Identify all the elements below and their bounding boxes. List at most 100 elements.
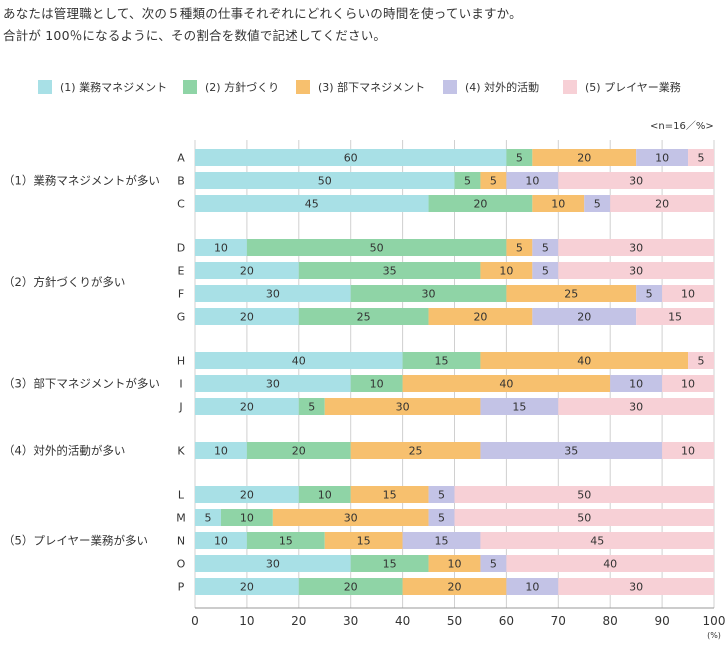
bar-value-label: 10	[655, 152, 669, 165]
bar-value-label: 20	[448, 581, 462, 594]
legend-swatch-3	[296, 80, 310, 94]
bar-value-label: 5	[204, 512, 211, 525]
bar-value-label: 35	[564, 445, 578, 458]
legend-label-5: (5) プレイヤー業務	[585, 81, 681, 94]
bar-value-label: 15	[435, 535, 449, 548]
bar-value-label: 5	[438, 489, 445, 502]
row-label-P: P	[178, 581, 185, 594]
bar-segment	[506, 555, 714, 572]
bar-value-label: 10	[681, 378, 695, 391]
row-label-L: L	[178, 489, 185, 502]
bar-value-label: 5	[308, 401, 315, 414]
bar-segment	[324, 532, 403, 549]
legend-swatch-2	[183, 80, 197, 94]
legend-item-2: (2) 方針づくり	[183, 79, 279, 95]
bar-value-label: 5	[698, 152, 705, 165]
bar-value-label: 20	[344, 581, 358, 594]
x-tick-label: 100	[703, 614, 726, 628]
bar-value-label: 5	[698, 355, 705, 368]
bar-segment	[558, 262, 714, 279]
bar-value-label: 35	[383, 265, 397, 278]
bar-value-label: 40	[603, 558, 617, 571]
bar-segment	[298, 578, 403, 595]
group-label: （1）業務マネジメントが多い	[3, 174, 160, 188]
bar-segment	[195, 486, 299, 503]
x-tick-label: 50	[447, 614, 462, 628]
row-label-G: G	[177, 311, 186, 324]
bar-segment	[195, 555, 351, 572]
bar-segment	[428, 555, 481, 572]
legend-label-4: (4) 対外的活動	[465, 81, 540, 94]
bar-segment	[688, 149, 714, 166]
group-label: （3）部下マネジメントが多い	[3, 377, 160, 391]
bar-value-label: 30	[629, 401, 643, 414]
x-tick-label: 60	[499, 614, 514, 628]
bar-segment	[584, 195, 611, 212]
bar-value-label: 20	[655, 198, 669, 211]
bar-value-label: 10	[525, 581, 539, 594]
bar-value-label: 10	[525, 175, 539, 188]
bar-value-label: 5	[542, 265, 549, 278]
bar-segment	[195, 172, 455, 189]
bar-segment	[480, 555, 507, 572]
bar-segment	[662, 285, 714, 302]
bar-segment	[350, 375, 403, 392]
question-line-1: あなたは管理職として、次の５種類の仕事それぞれにどれくらいの時間を使っていますか…	[3, 6, 522, 21]
legend-swatch-5	[563, 80, 577, 94]
x-tick-label: 70	[551, 614, 566, 628]
bar-value-label: 50	[577, 512, 591, 525]
bar-value-label: 20	[473, 198, 487, 211]
bar-value-label: 25	[357, 311, 371, 324]
row-label-D: D	[177, 242, 185, 255]
row-label-H: H	[177, 355, 185, 368]
bar-value-label: 5	[542, 242, 549, 255]
group-label: （5）プレイヤー業務が多い	[3, 534, 148, 548]
legend-item-4: (4) 対外的活動	[443, 79, 539, 95]
bar-segment	[532, 195, 585, 212]
bar-segment	[506, 285, 637, 302]
bar-segment	[532, 239, 559, 256]
bar-segment	[532, 308, 637, 325]
bar-segment	[402, 375, 611, 392]
bar-segment	[454, 172, 481, 189]
bar-value-label: 20	[240, 581, 254, 594]
bar-value-label: 5	[490, 558, 497, 571]
bar-value-label: 20	[240, 311, 254, 324]
bar-value-label: 40	[577, 355, 591, 368]
bar-segment	[350, 285, 507, 302]
question-line-2: 合計が 100％になるように、その割合を数値で記述してください。	[3, 28, 387, 43]
row-label-C: C	[177, 198, 185, 211]
bar-value-label: 10	[214, 535, 228, 548]
bar-value-label: 15	[279, 535, 293, 548]
bar-segment	[195, 149, 507, 166]
bar-value-label: 30	[344, 512, 358, 525]
bar-segment	[480, 262, 533, 279]
x-tick-label: 20	[291, 614, 306, 628]
row-label-I: I	[179, 378, 182, 391]
bar-segment	[558, 578, 714, 595]
row-label-E: E	[178, 265, 185, 278]
bar-segment	[558, 398, 714, 415]
bar-segment	[636, 308, 714, 325]
bar-value-label: 15	[512, 401, 526, 414]
bar-segment	[428, 486, 455, 503]
bar-value-label: 30	[629, 242, 643, 255]
bar-segment	[402, 578, 507, 595]
bar-value-label: 10	[551, 198, 565, 211]
bar-value-label: 25	[409, 445, 423, 458]
bar-value-label: 10	[629, 378, 643, 391]
bar-segment	[636, 285, 663, 302]
group-label: （2）方針づくりが多い	[3, 275, 125, 289]
bar-segment	[428, 509, 455, 526]
bar-value-label: 20	[292, 445, 306, 458]
legend-item-1: (1) 業務マネジメント	[38, 79, 167, 95]
bar-value-label: 30	[266, 288, 280, 301]
bar-value-label: 10	[214, 242, 228, 255]
bar-value-label: 20	[240, 401, 254, 414]
x-tick-label: 90	[654, 614, 669, 628]
group-label: （4）対外的活動が多い	[3, 444, 125, 458]
row-label-B: B	[177, 175, 185, 188]
bar-value-label: 30	[629, 265, 643, 278]
bar-segment	[350, 486, 429, 503]
bar-value-label: 50	[370, 242, 384, 255]
